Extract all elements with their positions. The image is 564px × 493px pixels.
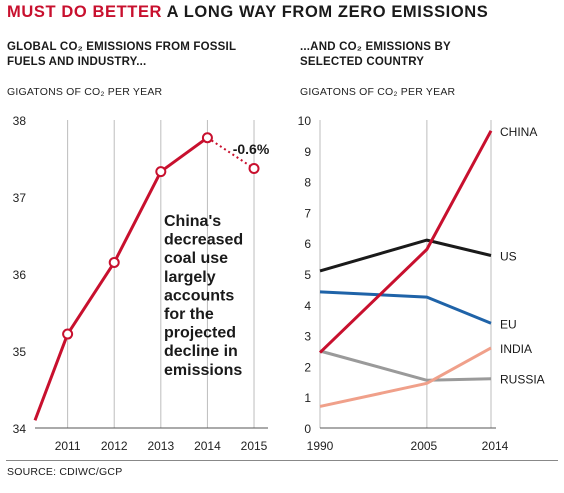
right-series-line-russia (319, 349, 492, 382)
right-series-label-russia: RUSSIA (500, 373, 545, 387)
right-y-axis-label: GIGATONS OF CO₂ PER YEAR (300, 86, 456, 98)
left-y-tick-label: 35 (13, 345, 27, 359)
right-series-line-us (319, 238, 492, 273)
left-annotation-line: coal use (164, 250, 228, 267)
headline: MUST DO BETTER A LONG WAY FROM ZERO EMIS… (7, 3, 488, 22)
left-y-tick-label: 37 (13, 191, 27, 205)
left-annotation-line: emissions (164, 362, 242, 379)
source-note: SOURCE: CDIWC/GCP (7, 466, 123, 478)
right-y-tick-label: 9 (304, 145, 311, 159)
left-data-point (62, 328, 74, 340)
right-series-label-india: INDIA (500, 342, 532, 356)
right-series-label-china: CHINA (500, 125, 537, 139)
left-projected-line (206, 136, 255, 170)
left-annotation-line: projected (164, 325, 236, 342)
right-series-line-china (318, 130, 493, 354)
left-data-point (108, 256, 120, 268)
right-series-label-us: US (500, 250, 517, 264)
left-annotation-line: China's (164, 213, 221, 230)
right-y-tick-label: 3 (304, 330, 311, 344)
left-y-axis-label: GIGATONS OF CO₂ PER YEAR (7, 86, 163, 98)
left-projected-point (248, 163, 260, 175)
right-chart-title: ...AND CO₂ EMISSIONS BY SELECTED COUNTRY (300, 41, 451, 68)
left-x-tick-label: 2014 (194, 439, 221, 453)
right-x-tick-label: 1990 (307, 439, 334, 453)
right-y-tick-label: 5 (304, 268, 311, 282)
left-x-tick-label: 2012 (101, 439, 128, 453)
source-divider (6, 460, 558, 461)
right-y-tick-label: 8 (304, 176, 311, 190)
left-y-tick-label: 36 (13, 268, 27, 282)
right-y-tick-label: 0 (304, 422, 311, 436)
right-series-label-eu: EU (500, 317, 517, 331)
right-y-tick-label: 2 (304, 360, 311, 374)
left-y-tick-label: 34 (13, 422, 27, 436)
right-x-tick-label: 2005 (411, 439, 438, 453)
left-y-tick-label: 38 (13, 114, 27, 128)
left-x-tick-label: 2013 (147, 439, 174, 453)
left-annotation-line: for the (164, 306, 214, 323)
left-data-point (201, 132, 213, 144)
right-y-tick-label: 1 (304, 391, 311, 405)
right-series-line-eu (319, 290, 492, 325)
right-y-tick-label: 4 (304, 299, 311, 313)
headline-lead: MUST DO BETTER (7, 3, 163, 21)
left-annotation-line: largely (164, 269, 216, 286)
right-series-line-india (319, 346, 492, 408)
left-annotation-line: accounts (164, 287, 234, 304)
headline-rest: A LONG WAY FROM ZERO EMISSIONS (166, 3, 489, 21)
right-x-tick-label: 2014 (482, 439, 509, 453)
right-y-tick-label: 6 (304, 237, 311, 251)
left-annotation-line: decreased (164, 232, 243, 249)
left-data-point (155, 166, 167, 178)
left-chart-title: GLOBAL CO₂ EMISSIONS FROM FOSSIL FUELS A… (7, 41, 236, 68)
left-x-tick-label: 2011 (55, 439, 81, 453)
right-y-tick-label: 10 (298, 114, 312, 128)
left-x-tick-label: 2015 (241, 439, 268, 453)
right-y-tick-label: 7 (304, 206, 311, 220)
left-annotation-line: decline in (164, 343, 238, 360)
left-change-label: -0.6% (233, 141, 270, 157)
